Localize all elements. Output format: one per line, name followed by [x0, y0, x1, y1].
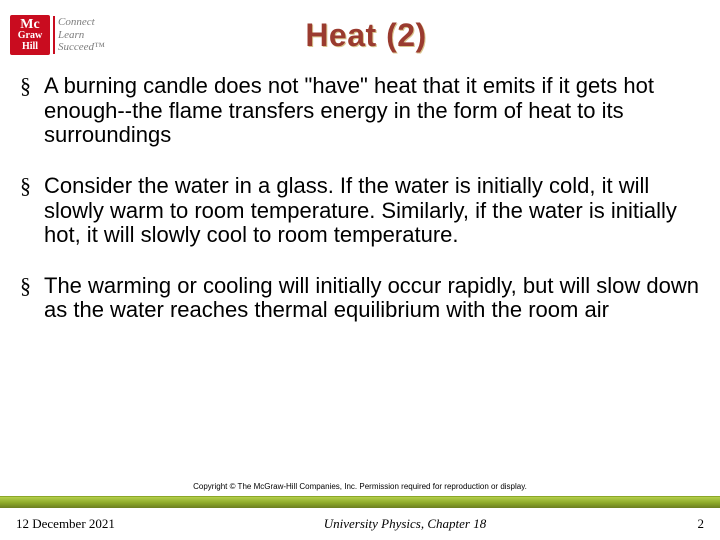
- bullet-item: The warming or cooling will initially oc…: [16, 274, 704, 323]
- footer-page: 2: [644, 516, 704, 532]
- bullet-item: A burning candle does not "have" heat th…: [16, 74, 704, 148]
- footer: 12 December 2021 University Physics, Cha…: [0, 508, 720, 540]
- logo-tagline-1: Connect: [56, 16, 105, 29]
- logo-tagline: Connect Learn Succeed™: [56, 16, 105, 54]
- bullet-item: Consider the water in a glass. If the wa…: [16, 174, 704, 248]
- slide-title: Heat (2): [22, 17, 710, 54]
- header: Mc Graw Hill Connect Learn Succeed™ Heat…: [0, 0, 720, 64]
- footer-accent-bar: [0, 496, 720, 508]
- logo-tagline-2: Learn: [56, 29, 105, 42]
- slide: Mc Graw Hill Connect Learn Succeed™ Heat…: [0, 0, 720, 540]
- copyright-notice: Copyright © The McGraw-Hill Companies, I…: [0, 480, 720, 496]
- bullet-list: A burning candle does not "have" heat th…: [16, 74, 704, 323]
- logo-tagline-3: Succeed™: [56, 41, 105, 54]
- footer-center: University Physics, Chapter 18: [166, 516, 644, 532]
- logo-divider: [53, 16, 55, 54]
- footer-date: 12 December 2021: [16, 516, 166, 532]
- slide-body: A burning candle does not "have" heat th…: [0, 64, 720, 480]
